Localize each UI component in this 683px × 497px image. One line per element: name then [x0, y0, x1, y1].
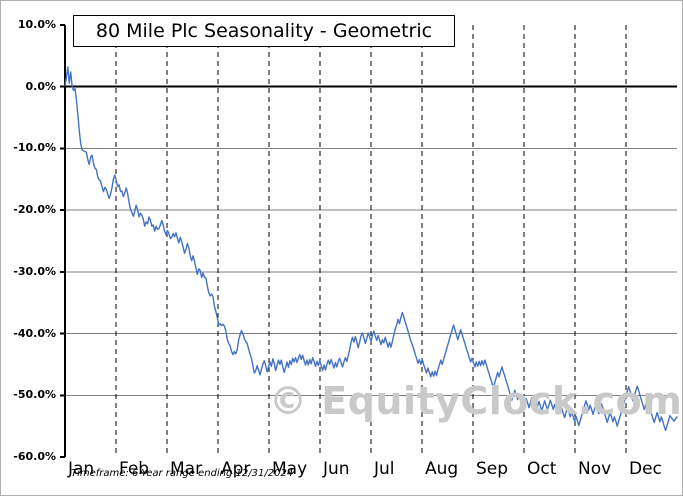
- seasonality-line: [64, 66, 678, 432]
- y-axis-ticks: [60, 24, 65, 458]
- x-axis-tick-label: Jan: [68, 459, 95, 479]
- x-axis-tick-label: Apr: [221, 459, 251, 479]
- page-title: 80 Mile Plc Seasonality - Geometric: [95, 20, 433, 42]
- x-axis-tick-label: Mar: [170, 459, 203, 479]
- y-axis-tick-label: -60.0%: [13, 450, 56, 463]
- y-axis-tick-label: 0.0%: [25, 79, 56, 93]
- x-axis-tick-label: Jul: [374, 459, 395, 479]
- y-axis-tick-label: 10.0%: [17, 18, 56, 31]
- axis-lines: [64, 25, 677, 457]
- x-axis-tick-label: Jun: [323, 459, 350, 479]
- x-axis-tick-label: May: [272, 459, 308, 479]
- x-axis-tick-label: Aug: [425, 459, 459, 479]
- x-axis-tick-label: Oct: [527, 459, 557, 479]
- x-axis-tick-label: Feb: [119, 459, 150, 479]
- chart-title-box: 80 Mile Plc Seasonality - Geometric: [73, 15, 455, 47]
- x-axis-tick-label: Nov: [578, 459, 612, 479]
- vertical-month-dividers: [115, 25, 627, 457]
- timeframe-footnote: Timeframe: 6-Year range ending 12/31/202…: [71, 468, 294, 479]
- y-axis-tick-label: -10.0%: [13, 141, 56, 155]
- y-axis-tick-label: -50.0%: [13, 388, 56, 402]
- x-axis-tick-label: Sep: [476, 459, 509, 479]
- y-axis-tick-label: -40.0%: [13, 326, 56, 340]
- y-axis-tick-label: -30.0%: [13, 264, 56, 278]
- x-axis-tick-label: Dec: [629, 459, 662, 479]
- y-axis-tick-label: -20.0%: [13, 203, 56, 217]
